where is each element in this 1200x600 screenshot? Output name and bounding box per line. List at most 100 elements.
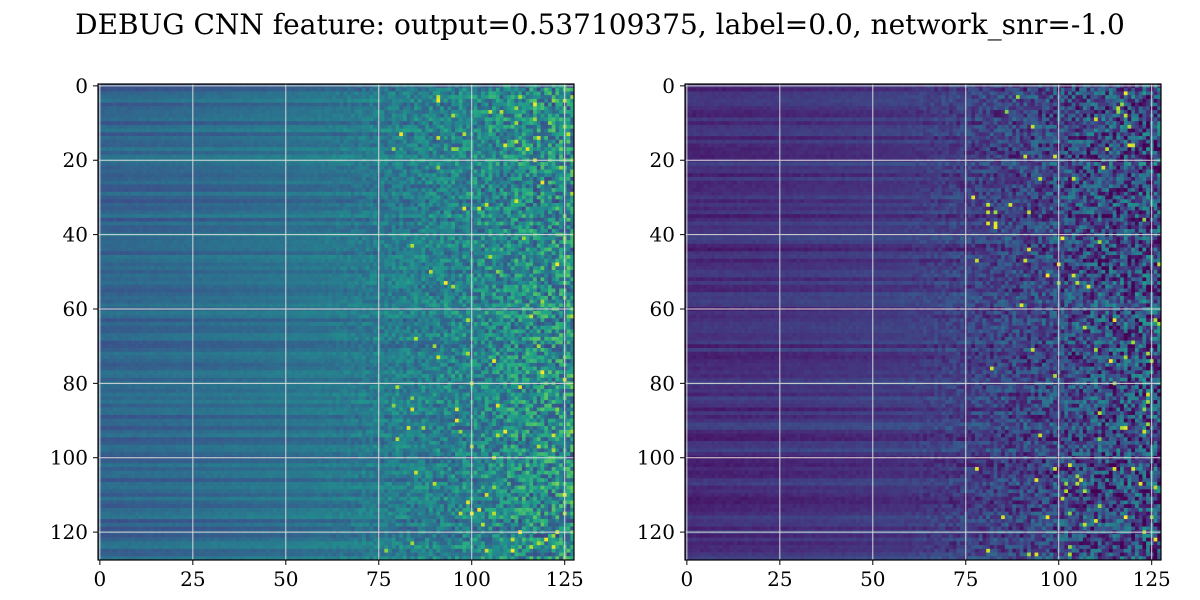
heatmap-cell xyxy=(414,128,419,133)
heatmap-cell xyxy=(458,98,463,103)
heatmap-cell xyxy=(150,102,155,107)
heatmap-cell xyxy=(525,225,530,230)
heatmap-cell xyxy=(254,147,259,152)
heatmap-cell xyxy=(217,106,222,111)
heatmap-cell xyxy=(358,214,363,219)
heatmap-cell xyxy=(205,173,210,178)
heatmap-cell xyxy=(555,180,560,185)
heatmap-cell xyxy=(228,176,233,182)
heatmap-cell xyxy=(566,143,571,148)
heatmap-cell xyxy=(172,132,177,137)
heatmap-cell xyxy=(336,180,341,185)
heatmap-cell xyxy=(324,173,329,178)
heatmap-cell xyxy=(499,102,504,107)
heatmap-cell xyxy=(309,91,315,96)
heatmap-cell xyxy=(150,128,155,133)
heatmap-cell xyxy=(443,214,448,219)
heatmap-cell xyxy=(131,87,136,92)
heatmap-cell xyxy=(317,217,322,222)
heatmap-cell xyxy=(198,91,203,96)
heatmap-cell xyxy=(231,102,236,107)
heatmap-cell xyxy=(514,147,519,152)
heatmap-cell xyxy=(481,217,486,222)
heatmap-cell xyxy=(116,147,121,152)
heatmap-cell xyxy=(105,195,110,200)
heatmap-cell xyxy=(443,139,448,144)
heatmap-cell xyxy=(399,169,404,174)
heatmap-cell xyxy=(555,113,560,118)
heatmap-cell xyxy=(280,124,285,129)
heatmap-cell xyxy=(309,169,315,174)
heatmap-cell xyxy=(131,165,136,170)
heatmap-cell xyxy=(477,173,482,178)
heatmap-cell xyxy=(388,102,393,107)
heatmap-cell xyxy=(298,95,303,100)
heatmap-cell xyxy=(421,139,426,144)
heatmap-cell xyxy=(306,121,311,126)
heatmap-cell xyxy=(507,188,512,193)
heatmap-cell xyxy=(302,110,307,115)
heatmap-cell xyxy=(291,139,296,144)
heatmap-cell xyxy=(402,147,408,152)
heatmap-cell xyxy=(239,95,244,100)
heatmap-cell xyxy=(551,154,556,159)
heatmap-cell xyxy=(339,110,344,115)
heatmap-cell xyxy=(373,102,378,107)
heatmap-cell xyxy=(462,191,467,196)
heatmap-cell xyxy=(495,217,500,222)
heatmap-cell xyxy=(243,225,248,230)
heatmap-cell xyxy=(194,173,199,178)
heatmap-cell xyxy=(228,162,233,167)
heatmap-cell xyxy=(101,162,106,167)
heatmap-cell xyxy=(421,217,426,222)
heatmap-cell xyxy=(324,139,329,144)
heatmap-cell xyxy=(105,128,110,133)
heatmap-cell xyxy=(432,124,437,129)
heatmap-cell xyxy=(161,136,166,141)
heatmap-cell xyxy=(347,206,352,211)
heatmap-cell xyxy=(269,98,274,103)
heatmap-cell xyxy=(146,176,151,182)
heatmap-cell xyxy=(131,176,136,182)
heatmap-cell xyxy=(254,102,259,107)
heatmap-cell xyxy=(514,176,519,182)
heatmap-cell xyxy=(347,147,352,152)
heatmap-cell xyxy=(101,203,106,208)
heatmap-cell xyxy=(414,143,419,148)
heatmap-cell xyxy=(291,210,296,215)
heatmap-cell xyxy=(183,87,188,92)
heatmap-cell xyxy=(309,110,315,115)
heatmap-cell xyxy=(142,210,147,215)
heatmap-cell xyxy=(138,206,143,211)
heatmap-cell xyxy=(194,154,199,159)
heatmap-cell xyxy=(447,184,452,189)
heatmap-cell xyxy=(521,143,527,148)
heatmap-cell xyxy=(257,180,262,185)
heatmap-cell xyxy=(339,136,344,141)
heatmap-cell xyxy=(458,106,463,111)
heatmap-cell xyxy=(179,154,184,159)
heatmap-cell xyxy=(309,225,315,230)
heatmap-cell xyxy=(544,117,549,122)
heatmap-cell xyxy=(365,150,370,156)
heatmap-cell xyxy=(112,128,117,133)
heatmap-cell xyxy=(507,124,512,129)
heatmap-cell xyxy=(462,165,467,170)
heatmap-cell xyxy=(373,128,378,133)
heatmap-cell xyxy=(172,206,177,211)
heatmap-cell xyxy=(265,91,270,96)
heatmap-cell xyxy=(473,188,478,193)
heatmap-cell xyxy=(306,184,311,189)
heatmap-cell xyxy=(105,229,110,234)
heatmap-cell xyxy=(272,150,277,156)
heatmap-cell xyxy=(533,136,538,141)
heatmap-cell xyxy=(138,132,143,137)
heatmap-cell xyxy=(362,184,367,189)
heatmap-cell xyxy=(172,165,177,170)
heatmap-cell xyxy=(518,210,523,215)
heatmap-cell xyxy=(443,143,448,148)
heatmap-cell xyxy=(339,165,344,170)
heatmap-cell xyxy=(228,214,233,219)
heatmap-cell xyxy=(477,132,482,137)
heatmap-cell xyxy=(417,206,422,211)
